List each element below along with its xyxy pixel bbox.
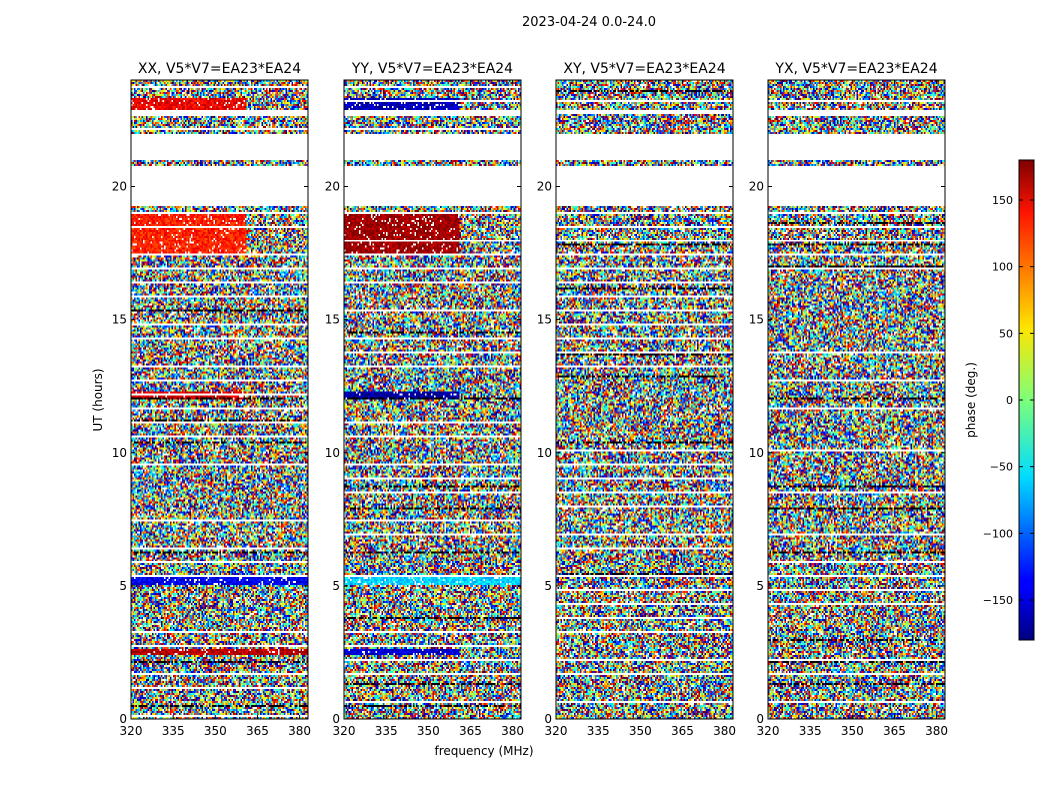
colorbar-tick-label--150: −150	[983, 594, 1013, 607]
panel-0-xtick-label-335: 335	[162, 724, 185, 738]
colorbar-tick-label--50: −50	[990, 461, 1013, 474]
panel-2-ytick-label-10: 10	[537, 446, 552, 460]
panel-1-title: YY, V5*V7=EA23*EA24	[351, 61, 513, 77]
panel-1-xtick-label-380: 380	[501, 724, 524, 738]
colorbar-tick-label-100: 100	[992, 261, 1013, 274]
panel-0-ytick-label-5: 5	[119, 579, 127, 593]
panel-1-xtick-label-350: 350	[417, 724, 440, 738]
panel-2-xtick-label-350: 350	[629, 724, 652, 738]
panel-2-xtick-label-365: 365	[671, 724, 694, 738]
panel-2: XY, V5*V7=EA23*EA24 320 335 350 365 380 0 5 10 15…	[537, 61, 736, 738]
panel-2-xtick-label-380: 380	[713, 724, 736, 738]
panel-3-xtick-label-380: 380	[925, 724, 948, 738]
panel-2-xtick-label-320: 320	[545, 724, 568, 738]
panel-2-ytick-label-5: 5	[544, 579, 552, 593]
panel-3-frame	[767, 79, 946, 720]
panel-2-frame	[555, 79, 734, 720]
colorbar-ticks: 150 100 50 0 −50 −100 −150	[983, 194, 1034, 607]
panel-0-heatmap	[131, 80, 308, 719]
panel-0-title: XX, V5*V7=EA23*EA24	[138, 61, 301, 77]
y-axis-label: UT (hours)	[91, 368, 105, 431]
panel-2-ytick-label-0: 0	[544, 712, 552, 726]
panel-3-ytick-label-5: 5	[756, 579, 764, 593]
panel-3-ytick-label-10: 10	[749, 446, 764, 460]
panel-3-title: YX, V5*V7=EA23*EA24	[774, 61, 937, 77]
panel-1-xtick-label-335: 335	[375, 724, 398, 738]
colorbar-label: phase (deg.)	[964, 362, 978, 438]
panel-3-xtick-label-320: 320	[757, 724, 780, 738]
panel-1-xtick-label-365: 365	[459, 724, 482, 738]
panel-0-ytick-label-10: 10	[112, 446, 127, 460]
colorbar-tick-label-0: 0	[1006, 394, 1013, 407]
panel-2-heatmap	[556, 80, 733, 719]
colorbar: 150 100 50 0 −50 −100 −150 phase (deg.)	[964, 159, 1035, 641]
panel-1-ytick-label-10: 10	[325, 446, 340, 460]
panel-0-xtick-label-380: 380	[288, 724, 311, 738]
panel-0-ytick-label-15: 15	[112, 313, 127, 327]
panel-1-frame	[343, 79, 522, 720]
panel-2-ytick-label-15: 15	[537, 313, 552, 327]
panel-3-ytick-label-15: 15	[749, 313, 764, 327]
panel-0-ytick-label-0: 0	[119, 712, 127, 726]
panel-3-xtick-label-365: 365	[883, 724, 906, 738]
panel-0-xtick-label-365: 365	[246, 724, 269, 738]
panel-0: XX, V5*V7=EA23*EA24 320 335 350 365 380 0 5 10 15…	[112, 61, 311, 738]
panel-0-frame	[130, 79, 309, 720]
colorbar-tick-label-50: 50	[999, 327, 1013, 340]
panel-3-ytick-label-0: 0	[756, 712, 764, 726]
x-axis-label: frequency (MHz)	[434, 744, 533, 758]
panel-3-xtick-label-350: 350	[841, 724, 864, 738]
panel-1: YY, V5*V7=EA23*EA24 320 335 350 365 380 0 5 10 15…	[325, 61, 524, 738]
panel-2-ytick-label-20: 20	[537, 180, 552, 194]
panel-1-ytick-label-0: 0	[332, 712, 340, 726]
panel-1-xtick-label-320: 320	[333, 724, 356, 738]
panel-3-ytick-label-20: 20	[749, 180, 764, 194]
panels-group: XX, V5*V7=EA23*EA24 320 335 350 365 380 0 5 10 15…	[112, 61, 948, 738]
panel-3: YX, V5*V7=EA23*EA24 320 335 350 365 380 0 5 10 15…	[749, 61, 948, 738]
panel-1-ytick-label-15: 15	[325, 313, 340, 327]
panel-3-heatmap	[768, 80, 945, 719]
panel-0-ytick-label-20: 20	[112, 180, 127, 194]
panel-1-heatmap	[344, 80, 521, 719]
panel-0-xtick-label-320: 320	[120, 724, 143, 738]
suptitle: 2023-04-24 0.0-24.0	[522, 15, 656, 30]
panel-1-ytick-label-20: 20	[325, 180, 340, 194]
panel-1-ytick-label-5: 5	[332, 579, 340, 593]
panel-2-title: XY, V5*V7=EA23*EA24	[563, 61, 725, 77]
panel-0-xtick-label-350: 350	[204, 724, 227, 738]
panel-2-xtick-label-335: 335	[587, 724, 610, 738]
panel-3-xtick-label-335: 335	[799, 724, 822, 738]
colorbar-tick-label-150: 150	[992, 194, 1013, 207]
colorbar-tick-label--100: −100	[983, 527, 1013, 540]
